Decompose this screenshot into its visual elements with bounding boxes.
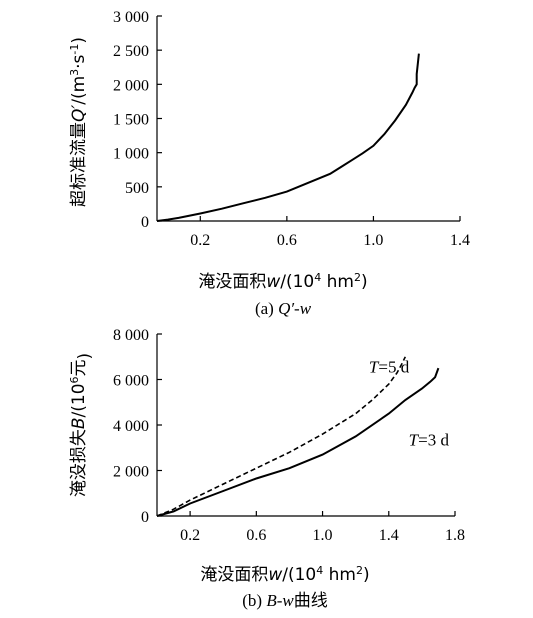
series-line-dashed — [156, 356, 407, 517]
x-tick-label: 0.2 — [180, 527, 200, 544]
y-tick-label: 3 000 — [113, 9, 149, 26]
series-line-solid — [156, 53, 420, 222]
chart-a-x-axis-label: 淹没面积w/(104 hm2) — [198, 271, 367, 292]
series-line-solid — [156, 367, 440, 517]
chart-a-y-ticks: 0 500 1 000 1 500 2 000 2 500 3 000 — [113, 9, 162, 231]
chart-a-y-axis-label: 超标准流量Q′/(m3·s-1) — [68, 37, 89, 207]
y-tick-label: 500 — [125, 180, 149, 197]
chart-a-x-ticks: 0.2 0.6 1.0 1.4 — [190, 216, 470, 249]
x-tick-label: 1.8 — [445, 527, 465, 544]
chart-b-y-ticks: 0 2 000 4 000 6 000 8 000 — [113, 327, 162, 526]
y-tick-label: 2 500 — [113, 43, 149, 60]
y-tick-label: 1 500 — [113, 112, 149, 129]
y-tick-label: 0 — [141, 214, 149, 231]
chart-a-caption: (a) Q′-w — [255, 299, 312, 318]
chart-b-annotations: T=5 d T=3 d — [369, 358, 450, 450]
y-tick-label: 2 000 — [113, 77, 149, 94]
chart-a-axes — [156, 16, 460, 222]
chart-b-y-axis-label: 淹没损失B/(106元) — [68, 353, 95, 497]
y-tick-label: 6 000 — [113, 373, 149, 390]
chart-a: 0 500 1 000 1 500 2 000 2 500 3 000 0.2 0.6 1.0 1… — [68, 9, 470, 318]
chart-a-series — [156, 53, 420, 222]
chart-b-x-axis-label: 淹没面积w/(104 hm2) — [200, 564, 369, 585]
x-tick-label: 1.0 — [313, 527, 333, 544]
chart-b: 0 2 000 4 000 6 000 8 000 0.2 0.6 1.0 1.4 1.8 T=… — [68, 327, 465, 610]
y-tick-label: 2 000 — [113, 464, 149, 481]
chart-b-axes — [156, 334, 455, 517]
y-tick-label: 8 000 — [113, 327, 149, 344]
chart-b-x-ticks: 0.2 0.6 1.0 1.4 1.8 — [180, 511, 465, 544]
series-annotation: T=3 d — [409, 430, 450, 449]
x-tick-label: 1.0 — [363, 232, 383, 249]
chart-b-series — [156, 356, 440, 517]
y-tick-label: 4 000 — [113, 418, 149, 435]
chart-b-caption: (b) B-w曲线 — [242, 591, 327, 610]
x-tick-label: 1.4 — [379, 527, 399, 544]
y-tick-label: 1 000 — [113, 146, 149, 163]
y-tick-label: 0 — [141, 509, 149, 526]
x-tick-label: 1.4 — [450, 232, 470, 249]
series-annotation: T=5 d — [369, 358, 410, 377]
x-tick-label: 0.2 — [190, 232, 210, 249]
x-tick-label: 0.6 — [246, 527, 266, 544]
x-tick-label: 0.6 — [277, 232, 297, 249]
